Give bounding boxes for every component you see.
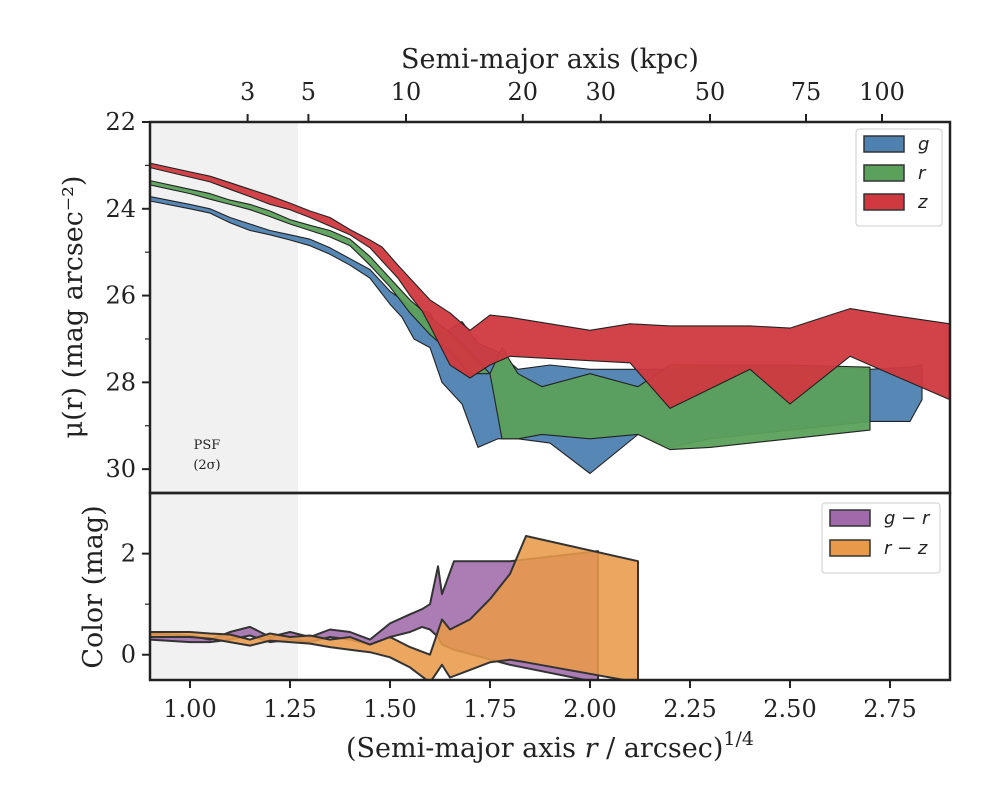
- psf-label-line1: PSF: [194, 438, 221, 453]
- legend-swatch-r: [863, 164, 905, 182]
- x-tick-label-1-25: 1.25: [263, 695, 316, 723]
- psf-label-line2: (2σ): [193, 458, 220, 473]
- kpc-tick-label-20: 20: [508, 78, 539, 106]
- y-tick-label-26: 26: [105, 282, 136, 310]
- legend-label-r-z: r − z: [884, 538, 928, 559]
- legend-swatch-r-z: [829, 539, 871, 557]
- top-y-axis-title: μ(r) (mag arcsec⁻²): [58, 176, 89, 439]
- y-tick-label-28: 28: [105, 368, 136, 396]
- x-tick-label-1-00: 1.00: [163, 695, 216, 723]
- legend-label-g-r: g − r: [884, 508, 931, 529]
- kpc-tick-label-30: 30: [586, 78, 617, 106]
- kpc-tick-label-100: 100: [859, 78, 905, 106]
- x-tick-label-2-00: 2.00: [563, 695, 616, 723]
- x-axis-title: (Semi-major axis r / arcsec)1/4: [346, 728, 754, 764]
- psf-region: [150, 122, 298, 493]
- surface-brightness-panel: PSF (2σ) 22 24 26 28 30 3 5 10 20 30 50 75 100 Semi…: [58, 44, 950, 493]
- band-z: [150, 162, 950, 409]
- y-tick-label-30: 30: [105, 455, 136, 483]
- legend-colors: g − r r − z: [821, 502, 941, 574]
- x-tick-label-1-75: 1.75: [463, 695, 516, 723]
- x-tick-label-2-50: 2.50: [763, 695, 816, 723]
- x-tick-label-1-50: 1.50: [363, 695, 416, 723]
- kpc-tick-label-75: 75: [791, 78, 822, 106]
- legend-swatch-z: [863, 193, 905, 211]
- y-tick-label-22: 22: [105, 108, 136, 136]
- top-axis-title: Semi-major axis (kpc): [401, 44, 699, 75]
- legend-swatch-g: [863, 135, 905, 153]
- legend-bands: grz: [855, 128, 943, 227]
- legend-swatch-g-r: [829, 509, 871, 527]
- psf-region-color: [150, 493, 298, 680]
- kpc-tick-label-10: 10: [391, 78, 422, 106]
- kpc-tick-label-50: 50: [695, 78, 726, 106]
- x-tick-label-2-75: 2.75: [863, 695, 916, 723]
- color-y-tick-label-2: 2: [121, 540, 136, 568]
- band-r-z: [150, 535, 639, 680]
- color-panel: 0 2 1.00 1.25 1.50 1.75 2.00 2.25 2.50 2.75 Colo…: [78, 493, 941, 764]
- kpc-tick-label-3: 3: [240, 78, 255, 106]
- kpc-tick-label-5: 5: [301, 78, 316, 106]
- psf-label: PSF (2σ): [193, 438, 220, 473]
- y-tick-label-24: 24: [105, 195, 136, 223]
- color-y-tick-label-0: 0: [121, 641, 136, 669]
- legend-label-z: z: [917, 192, 928, 213]
- color-panel-frame: [148, 491, 952, 682]
- x-tick-label-2-25: 2.25: [663, 695, 716, 723]
- legend-label-g: g: [918, 134, 929, 155]
- legend-label-r: r: [918, 163, 927, 184]
- color-y-axis-title: Color (mag): [78, 505, 109, 668]
